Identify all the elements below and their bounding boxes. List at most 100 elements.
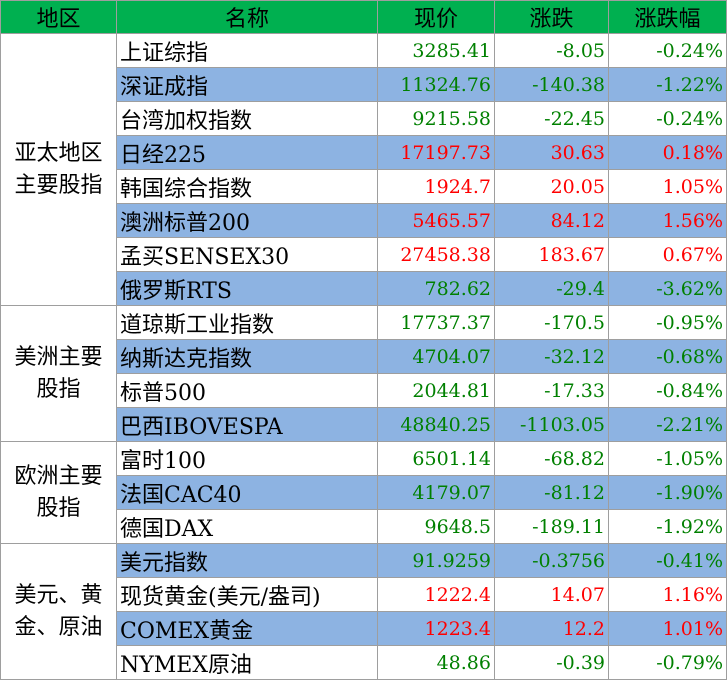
price-cell: 4179.07 <box>377 475 495 510</box>
index-name: 澳洲标普200 <box>116 203 378 238</box>
header-pct: 涨跌幅 <box>608 0 727 34</box>
index-name: 孟买SENSEX30 <box>116 237 378 272</box>
header-price: 现价 <box>377 0 495 34</box>
change-cell: -17.33 <box>494 373 609 408</box>
price-cell: 1223.4 <box>377 611 495 646</box>
change-cell: -170.5 <box>494 305 609 340</box>
index-name: COMEX黄金 <box>116 611 378 646</box>
pct-cell: -0.68% <box>608 339 727 374</box>
table-row: 孟买SENSEX30 27458.38 183.67 0.67% <box>1 237 727 272</box>
change-cell: 14.07 <box>494 577 609 612</box>
header-change: 涨跌 <box>494 0 609 34</box>
change-cell: -81.12 <box>494 475 609 510</box>
change-cell: 20.05 <box>494 169 609 204</box>
pct-cell: 0.67% <box>608 237 727 272</box>
region-label-line: 股指 <box>36 376 81 402</box>
pct-cell: 1.56% <box>608 203 727 238</box>
region-label-line: 欧洲主要 <box>14 463 103 489</box>
region-cell: 美洲主要 股指 <box>0 305 117 442</box>
index-name: 美元指数 <box>116 543 378 578</box>
pct-cell: -0.84% <box>608 373 727 408</box>
pct-cell: -0.41% <box>608 543 727 578</box>
price-cell: 6501.14 <box>377 441 495 476</box>
table-row: 德国DAX 9648.5 -189.11 -1.92% <box>1 509 727 544</box>
index-name: 标普500 <box>116 373 378 408</box>
pct-cell: -0.24% <box>608 101 727 136</box>
table-row: 台湾加权指数 9215.58 -22.45 -0.24% <box>1 101 727 136</box>
index-name: NYMEX原油 <box>116 645 378 680</box>
pct-cell: -0.24% <box>608 33 727 68</box>
table-row: 美元、黄 金、原油 美元指数 91.9259 -0.3756 -0.41% <box>0 543 727 680</box>
change-cell: -22.45 <box>494 101 609 136</box>
price-cell: 3285.41 <box>377 33 495 68</box>
price-cell: 1222.4 <box>377 577 495 612</box>
change-cell: -0.39 <box>494 645 609 680</box>
region-cell: 美元、黄 金、原油 <box>0 543 117 680</box>
region-label-line: 主要股指 <box>14 172 103 198</box>
change-cell: 84.12 <box>494 203 609 238</box>
price-cell: 782.62 <box>377 271 495 306</box>
table-row: 深证成指 11324.76 -140.38 -1.22% <box>1 67 727 102</box>
region-label-line: 金、原油 <box>14 614 103 640</box>
change-cell: -32.12 <box>494 339 609 374</box>
table-row: 法国CAC40 4179.07 -81.12 -1.90% <box>1 475 727 510</box>
pct-cell: -0.79% <box>608 645 727 680</box>
table-row: 巴西IBOVESPA 48840.25 -1103.05 -2.21% <box>1 407 727 442</box>
price-cell: 4704.07 <box>377 339 495 374</box>
pct-cell: -1.90% <box>608 475 727 510</box>
table-row: 韩国综合指数 1924.7 20.05 1.05% <box>1 169 727 204</box>
index-name: 台湾加权指数 <box>116 101 378 136</box>
pct-cell: 0.18% <box>608 135 727 170</box>
price-cell: 91.9259 <box>377 543 495 578</box>
pct-cell: 1.16% <box>608 577 727 612</box>
price-cell: 1924.7 <box>377 169 495 204</box>
header-row: 地区 名称 现价 涨跌 涨跌幅 <box>0 0 727 34</box>
index-name: 上证综指 <box>116 33 378 68</box>
index-name: 德国DAX <box>116 509 378 544</box>
price-cell: 9215.58 <box>377 101 495 136</box>
change-cell: 183.67 <box>494 237 609 272</box>
change-cell: 30.63 <box>494 135 609 170</box>
change-cell: -140.38 <box>494 67 609 102</box>
price-cell: 48840.25 <box>377 407 495 442</box>
table-row: 俄罗斯RTS 782.62 -29.4 -3.62% <box>1 271 727 306</box>
region-label-line: 股指 <box>36 495 81 521</box>
price-cell: 48.86 <box>377 645 495 680</box>
pct-cell: -1.22% <box>608 67 727 102</box>
price-cell: 17197.73 <box>377 135 495 170</box>
region-label-line: 美洲主要 <box>14 344 103 370</box>
pct-cell: -2.21% <box>608 407 727 442</box>
price-cell: 2044.81 <box>377 373 495 408</box>
region-cell: 亚太地区 主要股指 <box>0 33 117 306</box>
table-row: 欧洲主要 股指 富时100 6501.14 -68.82 -1.05% <box>0 441 727 544</box>
price-cell: 5465.57 <box>377 203 495 238</box>
change-cell: -29.4 <box>494 271 609 306</box>
table-row: NYMEX原油 48.86 -0.39 -0.79% <box>1 645 727 680</box>
change-cell: -1103.05 <box>494 407 609 442</box>
change-cell: -0.3756 <box>494 543 609 578</box>
change-cell: 12.2 <box>494 611 609 646</box>
pct-cell: -0.95% <box>608 305 727 340</box>
index-name: 法国CAC40 <box>116 475 378 510</box>
table-row: 亚太地区 主要股指 上证综指 3285.41 -8.05 -0.24% <box>0 33 727 306</box>
change-cell: -8.05 <box>494 33 609 68</box>
pct-cell: -1.05% <box>608 441 727 476</box>
index-name: 巴西IBOVESPA <box>116 407 378 442</box>
region-cell: 欧洲主要 股指 <box>0 441 117 544</box>
index-name: 道琼斯工业指数 <box>116 305 378 340</box>
table-row: COMEX黄金 1223.4 12.2 1.01% <box>1 611 727 646</box>
pct-cell: 1.01% <box>608 611 727 646</box>
index-name: 纳斯达克指数 <box>116 339 378 374</box>
header-region: 地区 <box>0 0 117 34</box>
index-name: 韩国综合指数 <box>116 169 378 204</box>
index-name: 富时100 <box>116 441 378 476</box>
table-row: 美洲主要 股指 道琼斯工业指数 17737.37 -170.5 -0.95% <box>0 305 727 442</box>
table-row: 现货黄金(美元/盎司) 1222.4 14.07 1.16% <box>1 577 727 612</box>
index-name: 俄罗斯RTS <box>116 271 378 306</box>
table-row: 标普500 2044.81 -17.33 -0.84% <box>1 373 727 408</box>
price-cell: 27458.38 <box>377 237 495 272</box>
price-cell: 17737.37 <box>377 305 495 340</box>
pct-cell: -1.92% <box>608 509 727 544</box>
price-cell: 9648.5 <box>377 509 495 544</box>
